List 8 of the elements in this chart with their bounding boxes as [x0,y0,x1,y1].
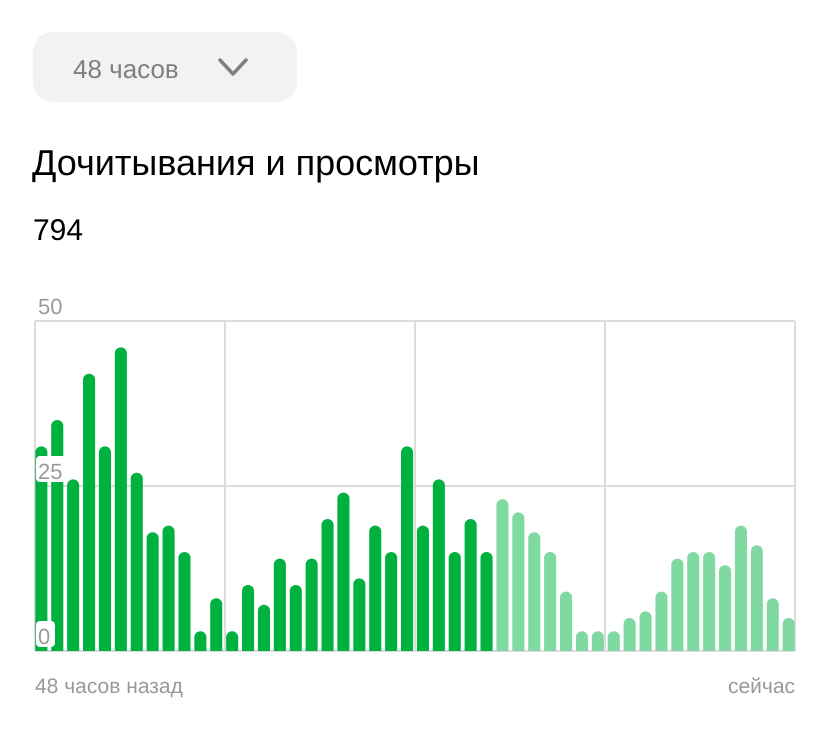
text: сейчас [728,675,795,698]
chart-subtitle: 794 [33,214,84,247]
y-tick-label: 0 [38,624,50,649]
text: 48 часов назад [35,675,183,698]
period-dropdown: 48 часов [33,32,297,102]
chart-title: Дочитывания и просмотры [32,142,480,183]
y-tick-label: 25 [38,459,62,484]
y-tick-label: 50 [38,294,62,319]
